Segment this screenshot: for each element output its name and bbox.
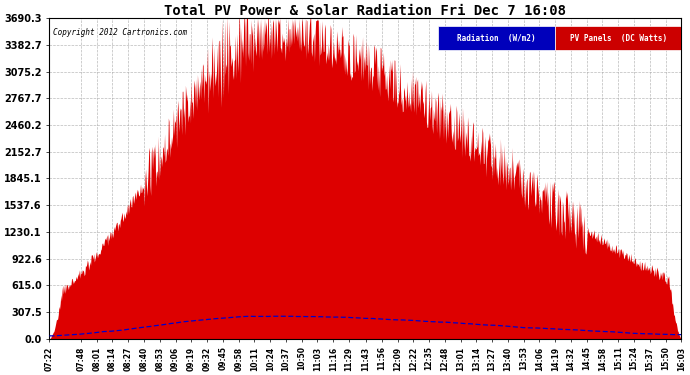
Text: Radiation  (W/m2): Radiation (W/m2) (457, 34, 536, 43)
Text: PV Panels  (DC Watts): PV Panels (DC Watts) (569, 34, 667, 43)
Text: Copyright 2012 Cartronics.com: Copyright 2012 Cartronics.com (52, 28, 187, 37)
FancyBboxPatch shape (555, 26, 681, 50)
FancyBboxPatch shape (438, 26, 555, 50)
Title: Total PV Power & Solar Radiation Fri Dec 7 16:08: Total PV Power & Solar Radiation Fri Dec… (164, 4, 566, 18)
